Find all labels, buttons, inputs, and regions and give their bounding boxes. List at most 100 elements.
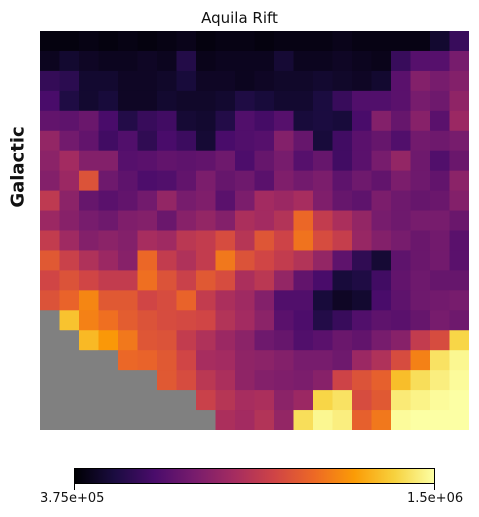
heatmap-cell (118, 290, 139, 311)
heatmap-cell (313, 130, 334, 152)
heatmap-cell (118, 350, 139, 371)
heatmap-cell (332, 270, 353, 291)
heatmap-cell (391, 50, 412, 72)
colorbar-max-label: 1.5e+06 (407, 491, 464, 506)
heatmap-cell (118, 170, 139, 192)
heatmap-cell (196, 150, 217, 172)
masked-cell (79, 370, 100, 391)
heatmap-cell (352, 70, 373, 92)
heatmap-cell (332, 230, 353, 252)
heatmap-cell (235, 310, 256, 331)
masked-cell (40, 310, 61, 331)
heatmap-cell (313, 230, 334, 252)
heatmap-cell (391, 170, 412, 192)
heatmap-cell (118, 230, 139, 252)
heatmap-cell (215, 370, 236, 391)
heatmap-cell (235, 290, 256, 311)
heatmap-cell (98, 270, 119, 291)
heatmap-cell (313, 250, 334, 271)
heatmap-cell (176, 170, 197, 192)
heatmap-cell (274, 31, 295, 52)
heatmap-cell (235, 230, 256, 252)
heatmap-cell (274, 150, 295, 172)
heatmap-cell (313, 210, 334, 232)
heatmap-cell (196, 190, 217, 212)
masked-cell (59, 370, 80, 391)
heatmap-cell (59, 31, 80, 52)
heatmap-cell (449, 190, 469, 212)
heatmap-cell (430, 170, 451, 192)
heatmap-cell (118, 190, 139, 212)
masked-cell (176, 390, 197, 411)
heatmap-cell (293, 390, 314, 411)
heatmap-cell (371, 230, 392, 252)
heatmap-cell (137, 70, 158, 92)
heatmap-cell (235, 50, 256, 72)
masked-cell (40, 370, 61, 391)
heatmap-cell (98, 130, 119, 152)
heatmap-cell (274, 210, 295, 232)
heatmap-cell (293, 350, 314, 371)
heatmap-cell (293, 210, 314, 232)
heatmap-cell (254, 270, 275, 291)
heatmap-cell (410, 370, 431, 391)
heatmap-cell (196, 210, 217, 232)
heatmap-cell (352, 250, 373, 271)
heatmap-cell (176, 50, 197, 72)
masked-cell (157, 390, 178, 411)
heatmap-cell (293, 250, 314, 271)
heatmap-cell (176, 350, 197, 371)
heatmap-cell (449, 290, 469, 311)
heatmap-cell (449, 210, 469, 232)
heatmap-cell (254, 250, 275, 271)
heatmap-cell (274, 330, 295, 351)
heatmap-cell (293, 190, 314, 212)
heatmap-cell (274, 250, 295, 271)
heatmap-cell (196, 370, 217, 391)
heatmap-cell (98, 230, 119, 252)
colorbar-min-tick (74, 484, 75, 490)
heatmap-cell (176, 190, 197, 212)
heatmap-cell (40, 130, 61, 152)
chart-title: Aquila Rift (201, 9, 278, 27)
heatmap-cell (410, 250, 431, 271)
masked-cell (40, 330, 61, 351)
heatmap-cell (137, 210, 158, 232)
heatmap-cell (352, 170, 373, 192)
masked-cell (98, 350, 119, 371)
heatmap-cell (118, 31, 139, 52)
heatmap-cell (196, 170, 217, 192)
heatmap-cell (274, 310, 295, 331)
heatmap-cell (449, 110, 469, 132)
heatmap-cell (254, 350, 275, 371)
heatmap-cell (274, 110, 295, 132)
heatmap-cell (157, 50, 178, 72)
heatmap-cell (274, 270, 295, 291)
heatmap-cell (430, 90, 451, 112)
heatmap-cell (254, 90, 275, 112)
heatmap-cell (157, 90, 178, 112)
heatmap-cell (137, 310, 158, 331)
heatmap-cell (332, 170, 353, 192)
heatmap-cell (196, 270, 217, 291)
heatmap-cell (293, 170, 314, 192)
heatmap-cell (196, 50, 217, 72)
heatmap-cell (40, 110, 61, 132)
masked-cell (176, 410, 197, 430)
heatmap-cell (449, 90, 469, 112)
heatmap-cell (332, 190, 353, 212)
heatmap-cell (235, 190, 256, 212)
heatmap-cell (215, 31, 236, 52)
heatmap-cell (59, 290, 80, 311)
heatmap-cell (391, 410, 412, 430)
heatmap-cell (215, 350, 236, 371)
heatmap-cell (254, 310, 275, 331)
heatmap-cell (215, 410, 236, 430)
heatmap-cell (293, 230, 314, 252)
heatmap-cell (352, 31, 373, 52)
heatmap-cell (215, 110, 236, 132)
heatmap-cell (118, 150, 139, 172)
masked-cell (59, 390, 80, 411)
heatmap-cell (98, 70, 119, 92)
heatmap-cell (59, 130, 80, 152)
